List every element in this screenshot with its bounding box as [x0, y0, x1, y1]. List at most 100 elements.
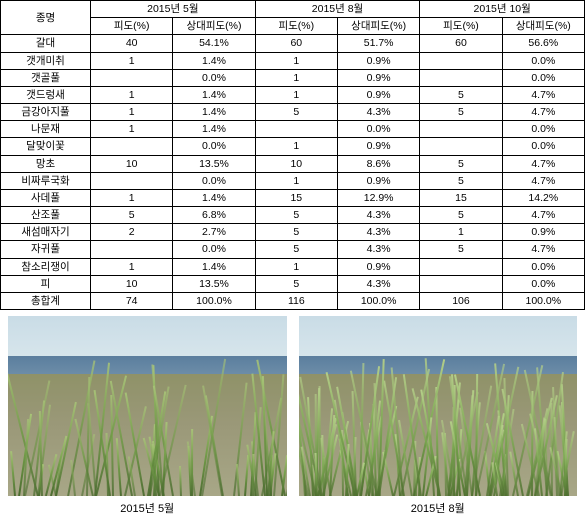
photo-block-may: 2015년 5월 — [8, 316, 287, 516]
cell: 100.0% — [173, 292, 255, 309]
cell: 4.7% — [502, 86, 584, 103]
species-name: 총합계 — [1, 292, 91, 309]
cell: 1 — [91, 104, 173, 121]
cell — [420, 121, 502, 138]
cell: 5 — [91, 207, 173, 224]
photo-block-aug: 2015년 8월 — [299, 316, 578, 516]
cell: 4.3% — [337, 241, 419, 258]
species-name: 비짜루국화 — [1, 172, 91, 189]
cell: 51.7% — [337, 35, 419, 52]
cell: 4.3% — [337, 104, 419, 121]
species-name: 산조풀 — [1, 207, 91, 224]
cell: 5 — [420, 155, 502, 172]
photo-may — [8, 316, 287, 496]
cell: 4.7% — [502, 172, 584, 189]
cell: 0.0% — [502, 121, 584, 138]
header-name: 종명 — [1, 1, 91, 35]
cell: 0.9% — [337, 138, 419, 155]
subheader: 피도(%) — [420, 18, 502, 35]
cell: 5 — [420, 86, 502, 103]
cell: 1 — [91, 121, 173, 138]
table-row: 사데풀11.4%1512.9%1514.2% — [1, 189, 585, 206]
cell: 12.9% — [337, 189, 419, 206]
cell: 5 — [420, 241, 502, 258]
cell: 0.9% — [337, 258, 419, 275]
cell: 74 — [91, 292, 173, 309]
cell: 5 — [255, 241, 337, 258]
cell: 1 — [420, 224, 502, 241]
cell: 14.2% — [502, 189, 584, 206]
cell: 0.0% — [173, 172, 255, 189]
cell: 0.0% — [502, 69, 584, 86]
cell — [91, 69, 173, 86]
photo-aug — [299, 316, 578, 496]
table-row: 새섬매자기22.7%54.3%10.9% — [1, 224, 585, 241]
species-name: 갈대 — [1, 35, 91, 52]
species-name: 갯개미취 — [1, 52, 91, 69]
cell: 4.7% — [502, 155, 584, 172]
cell: 8.6% — [337, 155, 419, 172]
table-row: 달맞이꽃0.0%10.9%0.0% — [1, 138, 585, 155]
species-name: 새섬매자기 — [1, 224, 91, 241]
subheader: 상대피도(%) — [502, 18, 584, 35]
cell: 1 — [255, 86, 337, 103]
cell: 2 — [91, 224, 173, 241]
cell: 1.4% — [173, 121, 255, 138]
cell: 0.0% — [502, 275, 584, 292]
cell: 1.4% — [173, 104, 255, 121]
species-name: 자귀풀 — [1, 241, 91, 258]
cell: 0.0% — [502, 52, 584, 69]
table-row: 참소리쟁이11.4%10.9%0.0% — [1, 258, 585, 275]
cell: 1.4% — [173, 86, 255, 103]
cell: 15 — [420, 189, 502, 206]
cell: 5 — [255, 275, 337, 292]
photo-caption: 2015년 8월 — [299, 500, 578, 516]
cell: 1 — [91, 86, 173, 103]
cell: 54.1% — [173, 35, 255, 52]
table-row: 망초1013.5%108.6%54.7% — [1, 155, 585, 172]
subheader: 상대피도(%) — [337, 18, 419, 35]
cell: 60 — [420, 35, 502, 52]
cell — [91, 172, 173, 189]
cell: 0.0% — [173, 241, 255, 258]
cell: 0.0% — [502, 138, 584, 155]
cell: 6.8% — [173, 207, 255, 224]
header-period-2: 2015년 10월 — [420, 1, 585, 18]
species-name: 망초 — [1, 155, 91, 172]
cell: 2.7% — [173, 224, 255, 241]
cell: 15 — [255, 189, 337, 206]
cell: 4.3% — [337, 275, 419, 292]
cell: 5 — [420, 207, 502, 224]
cell: 1 — [255, 69, 337, 86]
coverage-table: 종명 2015년 5월 2015년 8월 2015년 10월 피도(%) 상대피… — [0, 0, 585, 310]
cell: 5 — [255, 224, 337, 241]
cell — [420, 52, 502, 69]
cell: 1 — [255, 172, 337, 189]
table-row: 갯드렁새11.4%10.9%54.7% — [1, 86, 585, 103]
cell: 10 — [255, 155, 337, 172]
table-row: 피1013.5%54.3%0.0% — [1, 275, 585, 292]
species-name: 피 — [1, 275, 91, 292]
cell: 1.4% — [173, 258, 255, 275]
cell: 0.0% — [337, 121, 419, 138]
cell: 13.5% — [173, 155, 255, 172]
cell: 4.3% — [337, 207, 419, 224]
header-period-0: 2015년 5월 — [91, 1, 256, 18]
cell: 0.0% — [502, 258, 584, 275]
cell: 0.0% — [173, 69, 255, 86]
cell: 5 — [420, 172, 502, 189]
cell: 56.6% — [502, 35, 584, 52]
cell: 4.7% — [502, 207, 584, 224]
cell: 0.0% — [173, 138, 255, 155]
cell: 1.4% — [173, 52, 255, 69]
subheader: 피도(%) — [91, 18, 173, 35]
cell: 1 — [255, 258, 337, 275]
cell: 1.4% — [173, 189, 255, 206]
table-row: 자귀풀0.0%54.3%54.7% — [1, 241, 585, 258]
table-row: 비짜루국화 0.0%10.9%54.7% — [1, 172, 585, 189]
cell: 0.9% — [337, 172, 419, 189]
species-name: 금강아지풀 — [1, 104, 91, 121]
cell: 40 — [91, 35, 173, 52]
cell: 0.9% — [502, 224, 584, 241]
cell: 1 — [255, 138, 337, 155]
